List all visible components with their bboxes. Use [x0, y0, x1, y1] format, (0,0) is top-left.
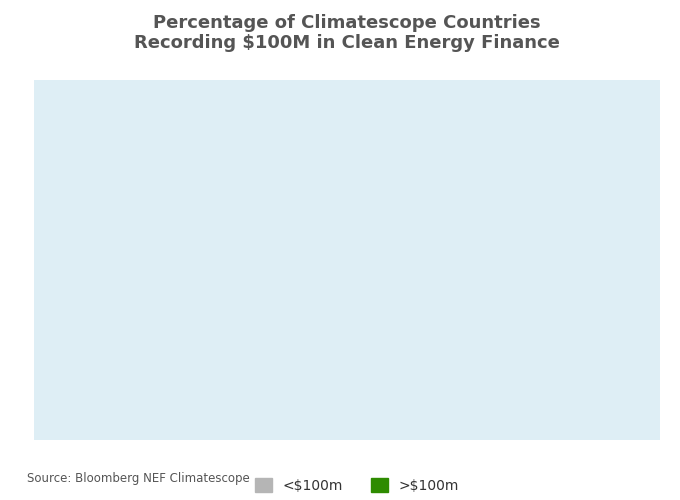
Text: 31%: 31%: [313, 371, 343, 384]
Text: 64%: 64%: [371, 248, 401, 260]
Text: 28%: 28%: [430, 374, 460, 387]
Text: 30%: 30%: [254, 372, 284, 385]
Text: 71%: 71%: [137, 263, 167, 276]
Bar: [367, 110, 405, 302]
Bar: [309, 110, 347, 317]
Bar: [426, 326, 464, 410]
Text: 69%: 69%: [313, 259, 343, 272]
Bar: [484, 320, 522, 410]
Text: 70%: 70%: [488, 261, 518, 274]
Text: 70%: 70%: [196, 261, 226, 274]
Text: 26%: 26%: [78, 376, 108, 389]
Bar: [250, 320, 288, 410]
Text: 32%: 32%: [606, 370, 636, 383]
Text: 72%: 72%: [430, 266, 460, 278]
Text: 29%: 29%: [137, 373, 167, 386]
Bar: [543, 110, 581, 323]
Bar: [367, 302, 405, 410]
Bar: [250, 110, 288, 320]
Text: 74%: 74%: [78, 270, 108, 283]
Bar: [74, 110, 112, 332]
Text: 71%: 71%: [547, 263, 577, 276]
Bar: [484, 110, 522, 320]
Text: 30%: 30%: [196, 372, 226, 385]
Text: Percentage of Climatescope Countries
Recording $100M in Clean Energy Finance: Percentage of Climatescope Countries Rec…: [134, 14, 560, 52]
Bar: [192, 110, 230, 320]
Text: Source: Bloomberg NEF Climatescope: Source: Bloomberg NEF Climatescope: [27, 472, 250, 485]
Text: 29%: 29%: [547, 373, 577, 386]
Bar: [426, 110, 464, 326]
Text: 68%: 68%: [606, 256, 635, 270]
Text: 30%: 30%: [488, 372, 518, 385]
Bar: [133, 323, 171, 410]
Bar: [602, 110, 640, 314]
Text: 36%: 36%: [371, 366, 401, 378]
Bar: [309, 317, 347, 410]
Text: 70%: 70%: [254, 261, 284, 274]
Legend: <$100m, >$100m: <$100m, >$100m: [255, 478, 459, 493]
Bar: [133, 110, 171, 323]
Bar: [74, 332, 112, 410]
Bar: [602, 314, 640, 410]
Bar: [192, 320, 230, 410]
Bar: [543, 323, 581, 410]
